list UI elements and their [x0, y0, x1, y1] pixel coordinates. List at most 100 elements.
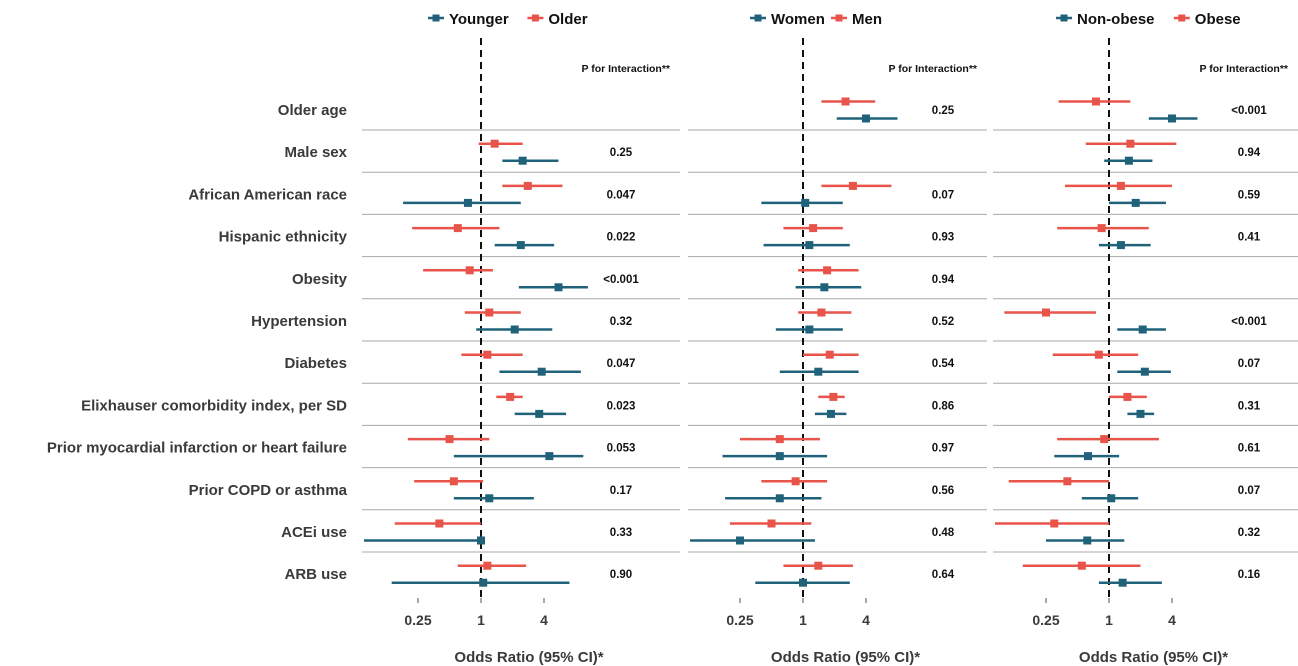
- or-point: [535, 409, 544, 418]
- p-value: 0.32: [1238, 527, 1260, 539]
- or-point: [823, 266, 832, 275]
- p-value: 0.86: [932, 400, 954, 412]
- p-value: 0.48: [932, 527, 955, 539]
- legend-key-marker: [432, 14, 440, 22]
- or-point: [453, 224, 462, 233]
- p-value: 0.32: [610, 316, 632, 328]
- p-value: <0.001: [1231, 316, 1267, 328]
- p-value: 0.93: [932, 232, 954, 244]
- or-point: [1136, 409, 1145, 418]
- or-point: [841, 97, 850, 106]
- or-point: [1140, 367, 1149, 376]
- or-point: [1124, 156, 1133, 165]
- or-point: [1131, 198, 1140, 207]
- p-value: 0.33: [610, 527, 632, 539]
- or-point: [809, 224, 818, 233]
- legend-key-marker: [531, 14, 539, 22]
- or-point: [1084, 452, 1093, 461]
- or-point: [1126, 139, 1135, 148]
- or-point: [485, 494, 494, 503]
- p-value: 0.25: [932, 105, 955, 117]
- row-label: African American race: [188, 186, 347, 203]
- row-label: ACEi use: [281, 524, 347, 541]
- or-point: [775, 494, 784, 503]
- or-point: [1107, 494, 1116, 503]
- or-point: [805, 325, 814, 334]
- or-point: [518, 156, 527, 165]
- p-value: 0.31: [1238, 400, 1261, 412]
- or-point: [826, 409, 835, 418]
- or-point: [483, 561, 492, 570]
- p-value: 0.97: [932, 443, 954, 455]
- axis-tick-label: 4: [862, 612, 870, 628]
- or-point: [805, 241, 814, 250]
- p-interaction-header: P for Interaction**: [1200, 63, 1289, 75]
- p-value: 0.053: [607, 443, 636, 455]
- or-point: [1063, 477, 1072, 486]
- p-value: 0.023: [607, 400, 636, 412]
- or-point: [1168, 114, 1176, 123]
- row-label: Diabetes: [284, 355, 347, 372]
- axis-tick-label: 1: [1105, 612, 1113, 628]
- p-value: 0.56: [932, 485, 954, 497]
- legend-key-marker: [1178, 14, 1186, 22]
- axis-tick-label: 0.25: [726, 612, 753, 628]
- row-label: Obesity: [292, 271, 348, 288]
- panel-obesity: 0.25 1 4 Odds Ratio (95% CI)* P for Interact…: [993, 11, 1298, 666]
- or-point: [1116, 181, 1125, 190]
- or-point: [814, 561, 823, 570]
- panel-age: 0.25 1 4 Odds Ratio (95% CI)* P for Interact…: [362, 11, 680, 666]
- legend-label: Women: [771, 11, 825, 28]
- or-point: [545, 452, 554, 461]
- or-point: [1094, 350, 1103, 359]
- legend-key-marker: [835, 14, 843, 22]
- legend-label: Men: [852, 11, 882, 28]
- row-label: Male sex: [284, 144, 347, 161]
- or-point: [445, 435, 454, 444]
- legend-label: Obese: [1195, 11, 1241, 28]
- legend-label: Younger: [449, 11, 509, 28]
- or-point: [477, 536, 485, 545]
- or-point: [791, 477, 800, 486]
- or-point: [1138, 325, 1147, 334]
- p-value: 0.07: [1238, 358, 1260, 370]
- axis-tick-label: 1: [477, 612, 485, 628]
- or-point: [510, 325, 519, 334]
- p-value: 0.25: [610, 147, 633, 159]
- or-point: [799, 578, 807, 587]
- or-point: [829, 392, 838, 401]
- or-point: [1118, 578, 1127, 587]
- x-axis-label: Odds Ratio (95% CI)*: [771, 649, 920, 666]
- or-point: [817, 308, 826, 317]
- p-value: 0.52: [932, 316, 954, 328]
- or-point: [479, 578, 488, 587]
- legend-label: Non-obese: [1077, 11, 1155, 28]
- p-value: 0.94: [932, 274, 955, 286]
- or-point: [801, 198, 810, 207]
- or-point: [1042, 308, 1050, 317]
- or-point: [1100, 435, 1109, 444]
- p-value: 0.07: [932, 189, 954, 201]
- x-axis-label: Odds Ratio (95% CI)*: [1079, 649, 1228, 666]
- or-point: [537, 367, 546, 376]
- axis-tick-label: 1: [799, 612, 807, 628]
- or-point: [1116, 241, 1125, 250]
- p-value: <0.001: [603, 274, 639, 286]
- or-point: [862, 114, 870, 123]
- p-value: 0.54: [932, 358, 955, 370]
- or-point: [449, 477, 458, 486]
- p-value: 0.047: [607, 358, 636, 370]
- axis-tick-label: 4: [540, 612, 548, 628]
- legend-key-marker: [754, 14, 762, 22]
- legend-key-marker: [1060, 14, 1068, 22]
- row-label: Prior COPD or asthma: [189, 482, 348, 499]
- row-label: Hypertension: [251, 313, 347, 330]
- row-label: Older age: [278, 102, 347, 119]
- p-value: 0.07: [1238, 485, 1260, 497]
- p-value: 0.41: [1238, 232, 1261, 244]
- p-value: 0.047: [607, 189, 636, 201]
- or-point: [1123, 392, 1132, 401]
- or-point: [1091, 97, 1100, 106]
- panels: 0.25 1 4 Odds Ratio (95% CI)* P for Interact…: [362, 11, 1298, 666]
